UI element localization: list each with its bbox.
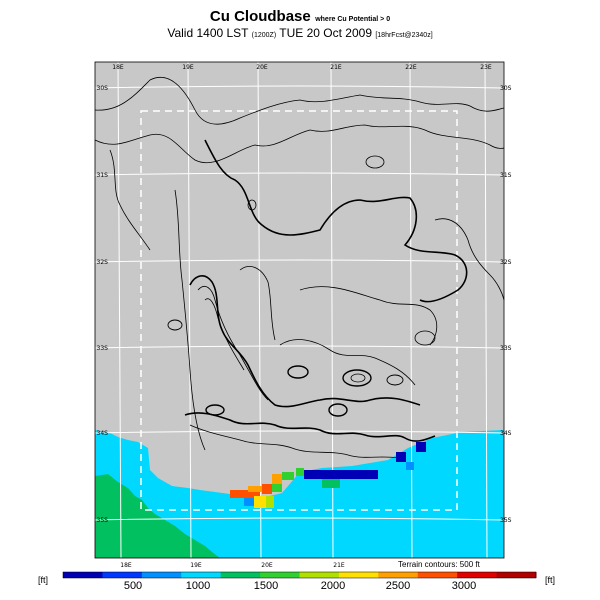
lon-top-label: 20E [256, 64, 268, 71]
colorbar-swatch [300, 572, 340, 578]
colorbar-unit-left: [ft] [38, 575, 48, 585]
cell-green [296, 468, 304, 476]
colorbar-swatch [102, 572, 142, 578]
colorbar-tick-label: 1500 [254, 580, 278, 592]
cell-yellow-green [266, 496, 274, 508]
lon-bottom-label: 18E [120, 562, 132, 569]
cell-red-orange [262, 484, 272, 494]
lat-left-label: 30S [97, 85, 109, 92]
colorbar-swatch [63, 572, 103, 578]
lon-bottom-label: 21E [333, 562, 345, 569]
lat-right-label: 32S [500, 259, 512, 266]
lat-left-label: 34S [97, 430, 109, 437]
lon-top-label: 18E [112, 64, 124, 71]
colorbar-tick-label: 500 [124, 580, 142, 592]
terrain-contour-note: Terrain contours: 500 ft [398, 560, 480, 569]
cell-green [282, 472, 294, 480]
colorbar-swatch [418, 572, 458, 578]
colorbar-tick-label: 2000 [321, 580, 345, 592]
lat-left-label: 33S [97, 345, 109, 352]
lon-top-label: 23E [480, 64, 492, 71]
colorbar-swatch [497, 572, 537, 578]
colorbar-tick-label: 2500 [386, 580, 410, 592]
lat-right-label: 34S [500, 430, 512, 437]
colorbar [63, 572, 537, 578]
cell-orange [248, 486, 262, 492]
lat-right-label: 35S [500, 517, 512, 524]
cell-blue [396, 452, 406, 462]
lon-top-label: 21E [330, 64, 342, 71]
lon-bottom-label: 20E [261, 562, 273, 569]
colorbar-swatch [457, 572, 497, 578]
lat-right-label: 30S [500, 85, 512, 92]
cell-blue [304, 470, 378, 479]
colorbar-swatch [142, 572, 182, 578]
colorbar-swatch [378, 572, 418, 578]
lat-left-label: 35S [97, 517, 109, 524]
cell-yellow [254, 496, 266, 508]
lon-bottom-label: 19E [190, 562, 202, 569]
cell-mid-blue [244, 498, 254, 506]
lat-left-label: 32S [97, 259, 109, 266]
lon-top-label: 19E [182, 64, 194, 71]
cell-orange [272, 474, 282, 484]
colorbar-unit-right: [ft] [545, 575, 555, 585]
longitude-labels-bottom: 18E 19E 20E 21E [120, 562, 345, 569]
colorbar-tick-label: 1000 [186, 580, 210, 592]
colorbar-swatch [221, 572, 261, 578]
cell-mid-blue [406, 462, 414, 470]
cell-dark-green [322, 479, 340, 488]
lat-right-label: 31S [500, 172, 512, 179]
lat-right-label: 33S [500, 345, 512, 352]
colorbar-tick-label: 3000 [452, 580, 476, 592]
cell-blue [416, 442, 426, 452]
colorbar-swatch [339, 572, 379, 578]
cell-green [272, 484, 282, 492]
lat-left-label: 31S [97, 172, 109, 179]
colorbar-swatch [260, 572, 300, 578]
lon-top-label: 22E [405, 64, 417, 71]
colorbar-swatch [181, 572, 221, 578]
